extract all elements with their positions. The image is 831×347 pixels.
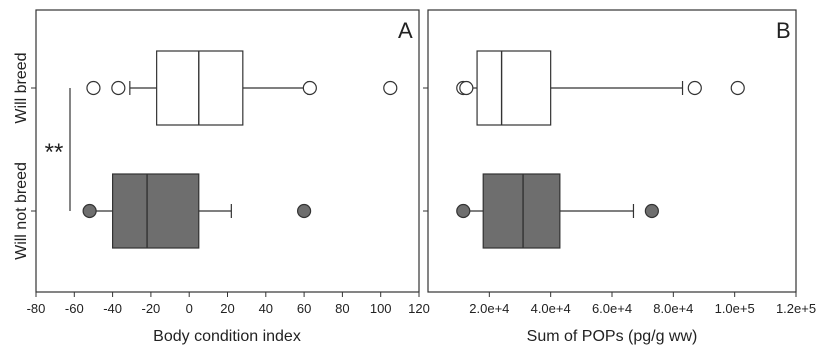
panel-a-box <box>111 173 200 249</box>
panel-b-box <box>482 173 561 249</box>
panel-a-outlier-point <box>297 203 312 219</box>
panel-a-x-tick-label: 100 <box>370 301 392 316</box>
significance-annotation: ** <box>45 139 64 166</box>
panel-a-x-tick-label: -20 <box>142 301 161 316</box>
panel-a-x-tick-label: 40 <box>259 301 273 316</box>
panel-a-outlier-point <box>82 203 97 219</box>
panel-a-x-tick-label: -80 <box>27 301 46 316</box>
panel-b-boxes <box>456 50 745 249</box>
ylabel-will-not-breed: Will not breed <box>13 162 30 260</box>
panel-b-x-tick-label: 4.0e+4 <box>531 301 571 316</box>
panel-a-x-ticks: -80 -60 -40 -20 0 20 40 60 80 100 120 <box>27 87 430 316</box>
panel-b-outlier-point <box>456 203 471 219</box>
panel-b-x-tick-label: 8.0e+4 <box>653 301 693 316</box>
panel-a-x-tick-label: 80 <box>335 301 349 316</box>
panel-a-outlier-point <box>111 80 126 96</box>
panel-a-x-tick-label: -60 <box>65 301 84 316</box>
panel-a-x-tick-label: 20 <box>220 301 234 316</box>
panel-a-xlabel: Body condition index <box>153 328 301 345</box>
panel-a-outlier-point <box>302 80 317 96</box>
panel-b-box <box>476 50 552 126</box>
panel-b-x-tick-label: 1.0e+5 <box>715 301 755 316</box>
panel-a-boxes <box>82 50 398 249</box>
panel-b-label: B <box>776 18 791 43</box>
panel-b-outlier-point <box>459 80 474 96</box>
panel-b-outlier-point <box>730 80 745 96</box>
ylabel-will-breed: Will breed <box>13 52 30 123</box>
panel-a-outlier-point <box>86 80 101 96</box>
panel-a-outlier-point <box>383 80 398 96</box>
panel-a-box <box>156 50 244 126</box>
panel-a: A -80 -60 -40 -20 0 20 40 60 80 100 120 Body condi… <box>13 9 430 345</box>
panel-a-x-tick-label: 120 <box>408 301 430 316</box>
panel-a-label: A <box>398 18 413 43</box>
panel-b-x-tick-label: 6.0e+4 <box>592 301 632 316</box>
panel-b-x-ticks: 2.0e+4 4.0e+4 6.0e+4 8.0e+4 1.0e+5 1.2e+5 <box>423 87 816 316</box>
panel-b-x-tick-label: 2.0e+4 <box>469 301 509 316</box>
panel-b-xlabel: Sum of POPs (pg/g ww) <box>527 328 698 345</box>
panel-a-x-tick-label: 0 <box>186 301 193 316</box>
panel-b-outlier-point <box>687 80 702 96</box>
panel-b-outlier-point <box>644 203 659 219</box>
panel-b: B 2.0e+4 4.0e+4 6.0e+4 8.0e+4 1.0e+5 1.2e+5 S… <box>423 9 816 345</box>
panel-b-x-tick-label: 1.2e+5 <box>776 301 816 316</box>
panel-a-x-tick-label: 60 <box>297 301 311 316</box>
panel-a-x-tick-label: -40 <box>103 301 122 316</box>
